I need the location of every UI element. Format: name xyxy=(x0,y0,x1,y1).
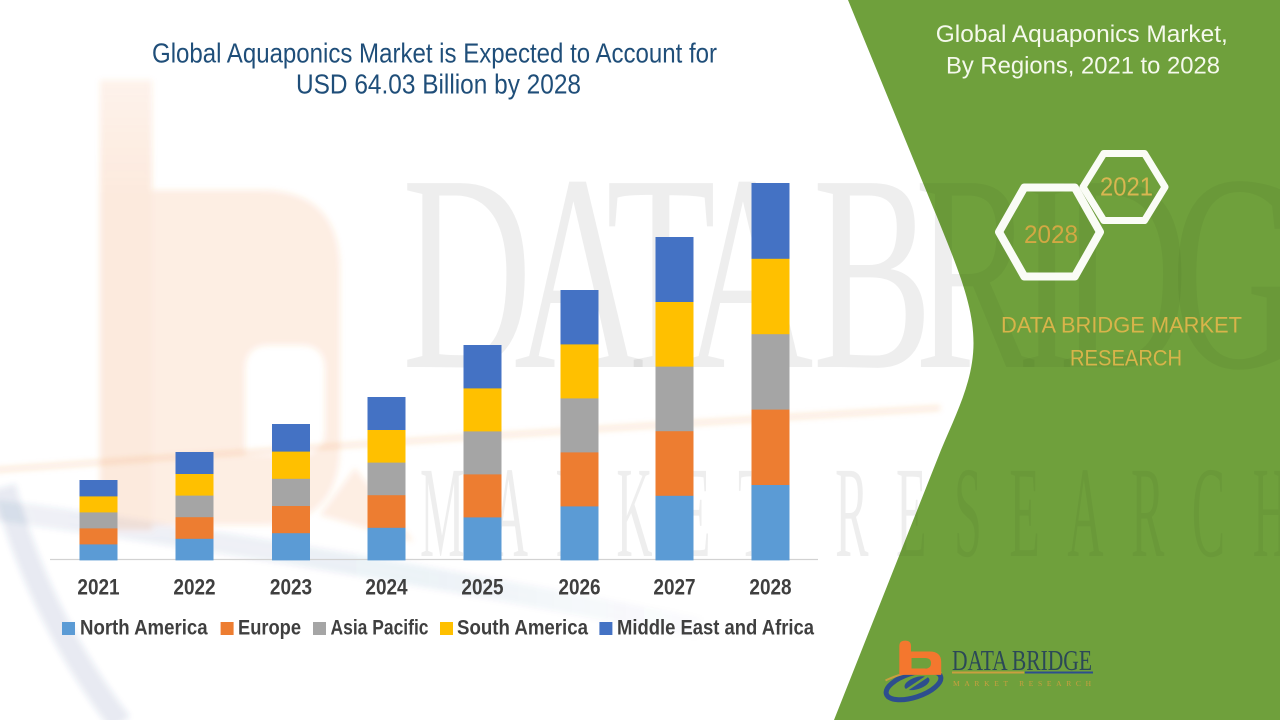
svg-text:Middle East and Africa: Middle East and Africa xyxy=(617,617,814,640)
svg-text:2026: 2026 xyxy=(558,575,600,600)
svg-text:2028: 2028 xyxy=(1024,221,1078,249)
svg-text:Global Aquaponics Market,: Global Aquaponics Market, xyxy=(936,21,1228,48)
svg-text:2027: 2027 xyxy=(653,575,695,600)
svg-text:MARKET RESEARCH: MARKET RESEARCH xyxy=(420,441,1280,585)
svg-text:2021: 2021 xyxy=(1100,172,1153,202)
svg-text:Global Aquaponics Market is Ex: Global Aquaponics Market is Expected to … xyxy=(152,38,717,69)
svg-text:DATA BRIDGE MARKET: DATA BRIDGE MARKET xyxy=(1001,313,1242,338)
svg-text:North America: North America xyxy=(80,617,208,640)
svg-text:Asia Pacific: Asia Pacific xyxy=(331,617,429,640)
svg-text:By Regions, 2021 to 2028: By Regions, 2021 to 2028 xyxy=(946,53,1220,80)
svg-text:2021: 2021 xyxy=(77,575,119,600)
svg-text:2025: 2025 xyxy=(461,575,503,600)
svg-text:2028: 2028 xyxy=(749,575,791,600)
svg-text:2024: 2024 xyxy=(365,575,408,600)
svg-text:USD 64.03 Billion by 2028: USD 64.03 Billion by 2028 xyxy=(296,69,581,100)
svg-text:RESEARCH: RESEARCH xyxy=(1070,346,1182,371)
svg-text:South America: South America xyxy=(457,617,588,640)
svg-text:2022: 2022 xyxy=(173,575,215,600)
svg-text:MARKET RESEARCH: MARKET RESEARCH xyxy=(953,679,1092,688)
svg-text:2023: 2023 xyxy=(270,575,312,600)
svg-text:Europe: Europe xyxy=(238,617,301,640)
